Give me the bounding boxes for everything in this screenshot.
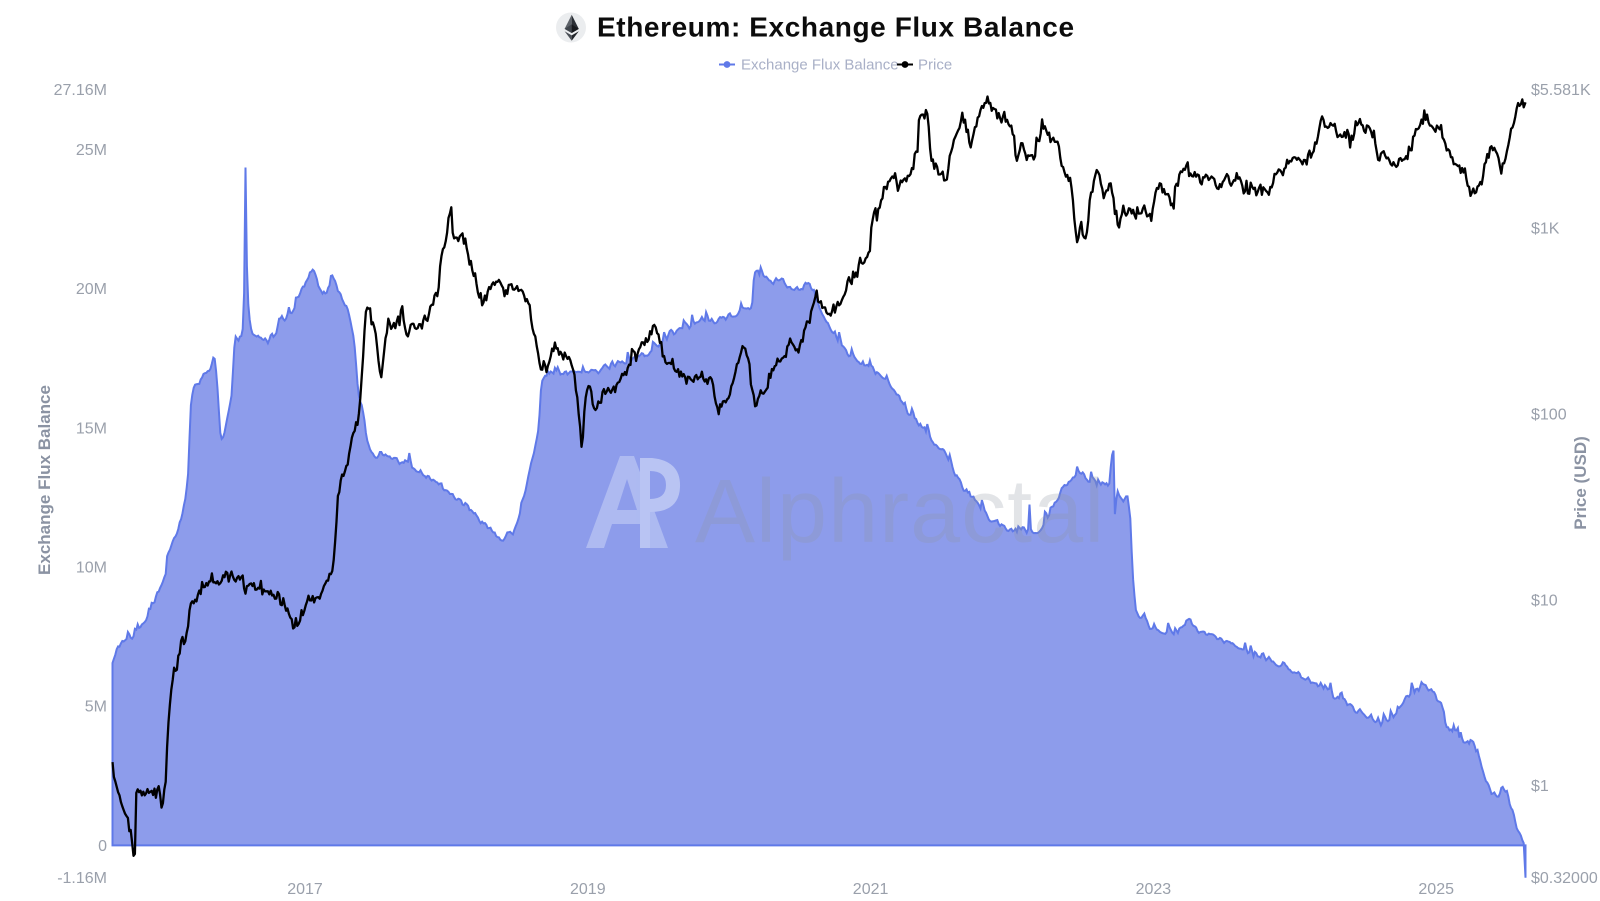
svg-text:$100: $100 — [1531, 407, 1567, 424]
svg-text:27.16M: 27.16M — [54, 82, 107, 99]
svg-text:15M: 15M — [76, 420, 107, 437]
svg-text:20M: 20M — [76, 281, 107, 298]
svg-text:25M: 25M — [76, 142, 107, 159]
svg-text:2023: 2023 — [1136, 881, 1172, 896]
svg-text:$0.32000: $0.32000 — [1531, 870, 1598, 887]
svg-text:Ethereum: Exchange Flux Balanc: Ethereum: Exchange Flux Balance — [597, 12, 1075, 43]
svg-text:Price (USD): Price (USD) — [1571, 436, 1590, 530]
svg-text:Exchange Flux Balance: Exchange Flux Balance — [35, 385, 54, 575]
svg-text:-1.16M: -1.16M — [57, 870, 107, 887]
svg-text:10M: 10M — [76, 560, 107, 577]
svg-text:2017: 2017 — [287, 881, 323, 896]
svg-text:Price: Price — [918, 57, 952, 74]
svg-text:Alphractal: Alphractal — [695, 462, 1105, 562]
svg-text:$10: $10 — [1531, 592, 1558, 609]
svg-text:$1K: $1K — [1531, 221, 1560, 238]
svg-text:$1: $1 — [1531, 778, 1549, 795]
svg-text:2019: 2019 — [570, 881, 606, 896]
svg-text:Exchange Flux Balance: Exchange Flux Balance — [741, 57, 899, 74]
svg-text:5M: 5M — [85, 699, 107, 716]
svg-text:2021: 2021 — [853, 881, 889, 896]
svg-text:2025: 2025 — [1418, 881, 1454, 896]
svg-text:0: 0 — [98, 838, 107, 855]
svg-text:$5.581K: $5.581K — [1531, 82, 1591, 99]
